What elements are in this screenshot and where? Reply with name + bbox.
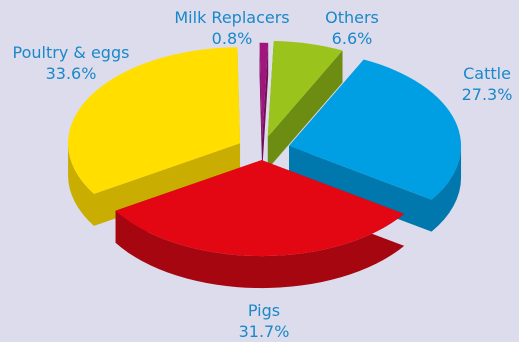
- label-cattle-value: 27.3%: [461, 85, 513, 104]
- label-poultry-eggs: Poultry & eggs 33.6%: [6, 42, 136, 84]
- slice-side-milk-replacers: [259, 42, 269, 171]
- label-poultry-eggs-name: Poultry & eggs: [12, 43, 130, 62]
- slice-pigs: [115, 160, 405, 257]
- label-others-name: Others: [325, 8, 379, 27]
- label-milk-replacers-name: Milk Replacers: [174, 8, 290, 27]
- slice-others: [267, 41, 343, 137]
- slice-poultry-eggs: [68, 47, 241, 194]
- label-others-value: 6.6%: [331, 29, 373, 48]
- label-milk-replacers-value: 0.8%: [211, 29, 253, 48]
- label-cattle: Cattle 27.3%: [455, 63, 519, 105]
- label-cattle-name: Cattle: [463, 64, 511, 83]
- slice-tops: [68, 41, 462, 257]
- slice-side-poultry-eggs: [68, 47, 241, 226]
- slice-milk-replacers: [259, 42, 269, 139]
- label-poultry-eggs-value: 33.6%: [45, 64, 97, 83]
- label-pigs-name: Pigs: [247, 301, 281, 320]
- slice-side-others: [267, 41, 343, 169]
- slice-cattle: [289, 59, 462, 200]
- label-milk-replacers: Milk Replacers 0.8%: [162, 7, 302, 49]
- label-pigs: Pigs 31.7%: [224, 300, 304, 342]
- label-others: Others 6.6%: [312, 7, 392, 49]
- label-pigs-value: 31.7%: [238, 322, 290, 341]
